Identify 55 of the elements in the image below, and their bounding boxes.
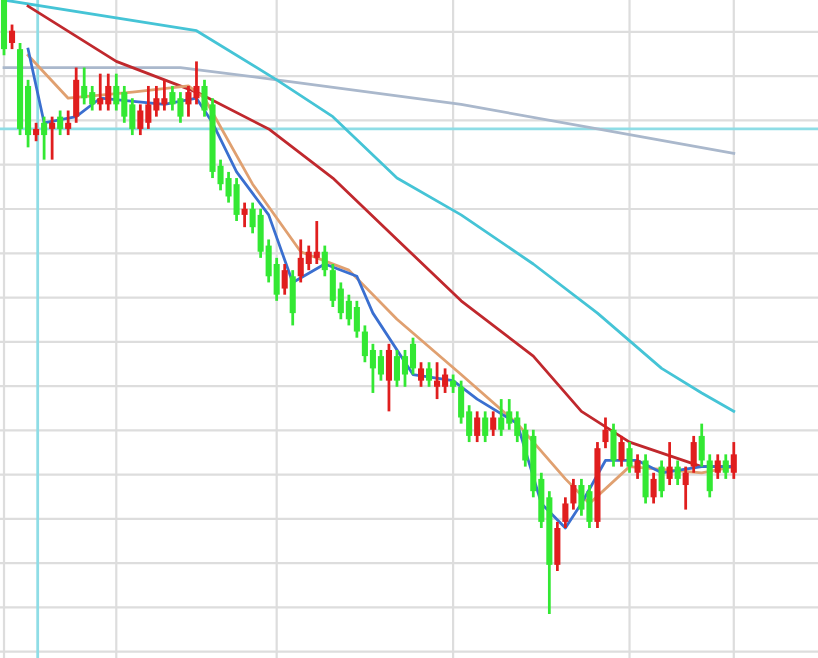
candlestick xyxy=(642,452,649,505)
candlestick xyxy=(506,397,513,432)
candlestick xyxy=(417,360,425,389)
candlestick xyxy=(297,238,304,284)
candlestick xyxy=(313,219,320,266)
candlestick xyxy=(578,477,585,518)
candlestick xyxy=(618,434,625,469)
candlestick xyxy=(442,367,449,395)
candlestick xyxy=(554,520,561,573)
candlestick xyxy=(361,324,368,364)
candlestick xyxy=(353,299,360,340)
candlestick xyxy=(434,360,441,401)
candlestick xyxy=(385,342,392,413)
candlestick xyxy=(602,416,609,450)
candlestick xyxy=(450,373,457,395)
candlestick xyxy=(626,440,633,475)
candlestick xyxy=(8,23,16,51)
candlestick xyxy=(650,471,657,505)
candlestick xyxy=(113,72,120,112)
candlestick xyxy=(682,465,689,511)
candlestick xyxy=(658,459,665,499)
candlestick xyxy=(730,440,737,481)
candlestick xyxy=(169,84,176,112)
candlestick xyxy=(137,102,144,137)
candlestick xyxy=(233,176,240,223)
candlestick xyxy=(482,409,489,444)
candlestick xyxy=(690,434,697,475)
candlestick xyxy=(586,483,593,530)
candlestick xyxy=(49,115,56,162)
candlestick xyxy=(498,397,505,438)
candlestick xyxy=(666,440,673,487)
candlestick xyxy=(105,72,112,112)
candlestick xyxy=(97,72,104,112)
candlestick xyxy=(722,452,729,481)
candlestick xyxy=(145,84,152,131)
candlestick xyxy=(474,409,481,444)
candlestick xyxy=(610,422,617,469)
candlestick xyxy=(281,262,288,297)
candlestick xyxy=(490,409,497,438)
candlestick xyxy=(57,109,64,137)
candlestick xyxy=(241,201,248,229)
candlestick xyxy=(714,452,721,481)
candlestick xyxy=(426,360,433,389)
candlestick xyxy=(41,115,48,162)
candlestick xyxy=(401,348,409,389)
candlestick xyxy=(377,348,384,383)
candlestick xyxy=(177,90,184,125)
candlestick xyxy=(409,336,417,376)
candlestick xyxy=(81,66,88,106)
candlestick xyxy=(393,348,401,389)
candlestick xyxy=(33,121,40,143)
candlestick xyxy=(674,459,681,487)
candlestick xyxy=(634,452,641,481)
candlestick xyxy=(161,78,168,112)
candlestick xyxy=(289,268,296,327)
